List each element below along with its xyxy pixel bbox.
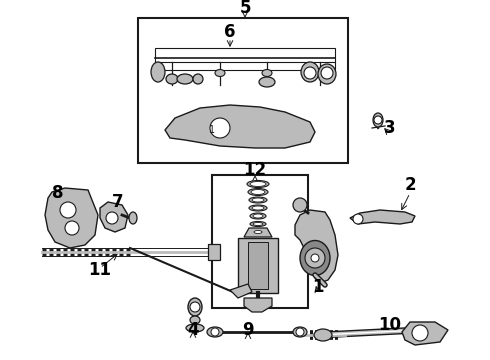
Circle shape — [65, 221, 79, 235]
Polygon shape — [295, 210, 338, 283]
Ellipse shape — [207, 327, 223, 337]
Ellipse shape — [253, 214, 263, 218]
Circle shape — [311, 254, 319, 262]
Ellipse shape — [166, 74, 178, 84]
Ellipse shape — [254, 230, 262, 234]
Ellipse shape — [249, 205, 267, 211]
Bar — [212, 175, 308, 308]
Text: 11: 11 — [89, 261, 112, 279]
Ellipse shape — [250, 181, 266, 186]
Text: 8: 8 — [52, 184, 64, 202]
Circle shape — [412, 325, 428, 341]
Ellipse shape — [301, 62, 319, 82]
Circle shape — [60, 202, 76, 218]
Circle shape — [296, 328, 304, 336]
Ellipse shape — [314, 329, 332, 341]
Circle shape — [190, 302, 200, 312]
Text: 7: 7 — [112, 193, 124, 211]
Ellipse shape — [188, 298, 202, 316]
Ellipse shape — [129, 212, 137, 224]
Polygon shape — [402, 322, 448, 345]
Text: 3: 3 — [384, 119, 396, 137]
Circle shape — [374, 116, 382, 124]
Circle shape — [211, 328, 219, 336]
Ellipse shape — [177, 74, 193, 84]
Bar — [138, 18, 348, 163]
Ellipse shape — [252, 198, 264, 202]
Circle shape — [210, 118, 230, 138]
Ellipse shape — [262, 69, 272, 77]
Text: 1: 1 — [209, 125, 215, 135]
Ellipse shape — [293, 327, 307, 337]
Text: 5: 5 — [239, 0, 251, 17]
Circle shape — [293, 198, 307, 212]
Text: 6: 6 — [224, 23, 236, 41]
Bar — [248, 242, 268, 289]
Ellipse shape — [190, 316, 200, 324]
Circle shape — [305, 248, 325, 268]
Ellipse shape — [251, 189, 265, 194]
Ellipse shape — [253, 222, 263, 225]
Ellipse shape — [247, 180, 269, 188]
Text: 9: 9 — [242, 321, 254, 339]
Polygon shape — [244, 298, 272, 312]
Polygon shape — [165, 105, 315, 148]
Ellipse shape — [215, 69, 225, 77]
Bar — [238, 238, 278, 293]
Bar — [155, 48, 335, 70]
Polygon shape — [100, 202, 128, 232]
Ellipse shape — [259, 77, 275, 87]
Ellipse shape — [250, 221, 266, 226]
Circle shape — [321, 67, 333, 79]
Circle shape — [304, 67, 316, 79]
Circle shape — [353, 214, 363, 224]
Ellipse shape — [193, 74, 203, 84]
Ellipse shape — [186, 324, 204, 332]
Ellipse shape — [318, 64, 336, 84]
Polygon shape — [208, 244, 220, 260]
Text: 4: 4 — [187, 321, 199, 339]
Ellipse shape — [252, 206, 264, 210]
Ellipse shape — [373, 113, 383, 127]
Polygon shape — [350, 210, 415, 224]
Text: 12: 12 — [244, 161, 267, 179]
Ellipse shape — [249, 197, 267, 203]
Ellipse shape — [300, 240, 330, 275]
Ellipse shape — [251, 230, 265, 234]
Text: 2: 2 — [404, 176, 416, 194]
Polygon shape — [45, 188, 98, 248]
Ellipse shape — [151, 62, 165, 82]
Polygon shape — [230, 284, 252, 298]
Ellipse shape — [248, 189, 268, 195]
Text: 1: 1 — [312, 278, 324, 296]
Ellipse shape — [250, 213, 266, 219]
Text: 10: 10 — [378, 316, 401, 334]
Polygon shape — [244, 228, 272, 237]
Circle shape — [106, 212, 118, 224]
